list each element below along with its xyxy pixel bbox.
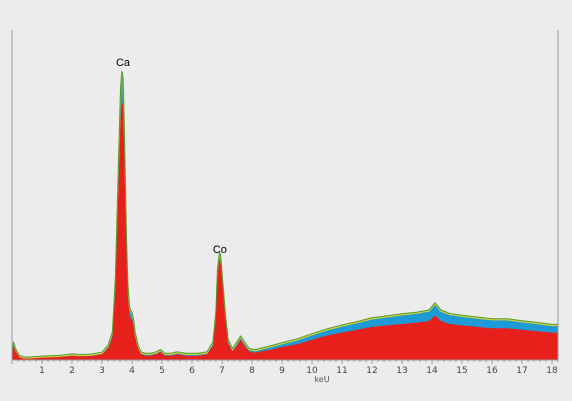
x-tick-label: 14 [426, 366, 438, 376]
x-tick-label: 6 [189, 366, 195, 376]
x-tick-label: 16 [486, 366, 498, 376]
x-tick-label: 15 [456, 366, 467, 376]
x-tick-label: 12 [366, 366, 377, 376]
x-tick-label: 10 [306, 366, 318, 376]
peak-label-ca: Ca [116, 57, 131, 69]
x-tick-label: 7 [219, 366, 225, 376]
x-tick-label: 9 [279, 366, 285, 376]
x-tick-label: 11 [336, 366, 347, 376]
x-tick-label: 5 [159, 366, 165, 376]
x-tick-label: 4 [129, 366, 135, 376]
x-tick-label: 17 [516, 366, 527, 376]
x-tick-label: 18 [546, 366, 558, 376]
x-tick-label: 1 [39, 366, 45, 376]
envelope-line-yellow [11, 71, 558, 359]
x-tick-label: 13 [396, 366, 407, 376]
x-axis-label: keU [314, 375, 329, 384]
x-tick-label: 8 [249, 366, 255, 376]
envelope-line-green [11, 70, 558, 358]
series-area-red [12, 100, 558, 361]
peak-label-co: Co [213, 244, 227, 256]
x-tick-label: 2 [69, 366, 75, 376]
x-tick-label: 3 [99, 366, 105, 376]
